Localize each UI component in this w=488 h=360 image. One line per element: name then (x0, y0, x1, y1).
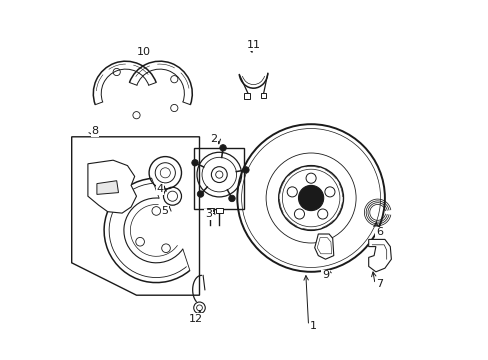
Text: 12: 12 (188, 314, 203, 324)
Circle shape (191, 159, 198, 166)
Circle shape (220, 145, 226, 151)
Polygon shape (88, 160, 136, 213)
Bar (215, 208, 223, 213)
Text: 4: 4 (156, 184, 163, 194)
Polygon shape (368, 239, 390, 272)
Text: 7: 7 (375, 279, 382, 289)
Text: 1: 1 (309, 321, 316, 331)
Circle shape (228, 195, 235, 202)
Circle shape (298, 185, 323, 211)
Text: 3: 3 (204, 209, 212, 219)
Bar (261, 93, 266, 98)
Polygon shape (314, 234, 333, 259)
Text: 9: 9 (321, 270, 328, 280)
Text: 11: 11 (246, 40, 260, 50)
Text: 5: 5 (161, 206, 168, 216)
Text: 8: 8 (91, 126, 99, 136)
Text: 10: 10 (137, 47, 150, 57)
Circle shape (242, 167, 248, 173)
Circle shape (197, 191, 203, 197)
Text: 6: 6 (375, 227, 382, 237)
Text: 2: 2 (210, 134, 217, 144)
Polygon shape (97, 181, 118, 194)
Bar (206, 208, 213, 213)
Bar (244, 93, 249, 99)
Bar (194, 148, 244, 209)
